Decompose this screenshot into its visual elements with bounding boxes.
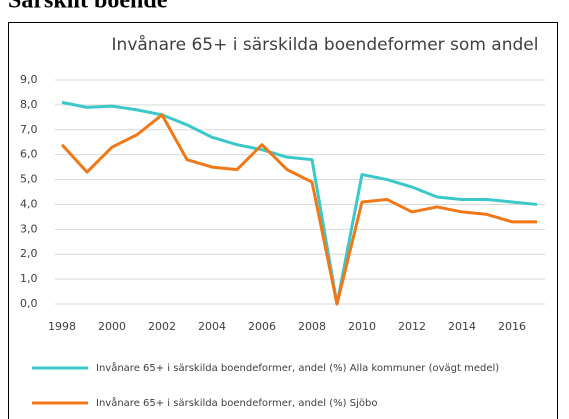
x-tick-label: 2008 [298, 320, 326, 333]
x-tick-label: 2012 [398, 320, 426, 333]
x-tick-label: 1998 [48, 320, 76, 333]
heading: Särskilt boende [8, 0, 168, 14]
series-line [61, 100, 538, 306]
legend-label: Invånare 65+ i särskilda boendeformer, a… [96, 396, 377, 409]
y-tick-label: 4,0 [20, 197, 38, 210]
x-tick-label: 2002 [148, 320, 176, 333]
chart-title: Invånare 65+ i särskilda boendeformer so… [112, 34, 539, 55]
y-tick-label: 3,0 [20, 222, 38, 235]
chart-frame [8, 22, 558, 419]
series-line [60, 113, 537, 306]
x-tick-label: 2014 [448, 320, 476, 333]
x-tick-label: 2004 [198, 320, 226, 333]
y-tick-label: 1,0 [20, 272, 38, 285]
x-tick-label: 2010 [348, 320, 376, 333]
y-tick-label: 8,0 [20, 98, 38, 111]
y-tick-label: 2,0 [20, 247, 38, 260]
y-tick-label: 7,0 [20, 123, 38, 136]
x-tick-label: 2006 [248, 320, 276, 333]
y-tick-label: 6,0 [20, 148, 38, 161]
y-tick-label: 0,0 [20, 297, 38, 310]
y-tick-label: 9,0 [20, 73, 38, 86]
x-tick-label: 2000 [98, 320, 126, 333]
legend-label: Invånare 65+ i särskilda boendeformer, a… [96, 361, 499, 374]
x-tick-label: 2016 [498, 320, 526, 333]
y-tick-label: 5,0 [20, 173, 38, 186]
